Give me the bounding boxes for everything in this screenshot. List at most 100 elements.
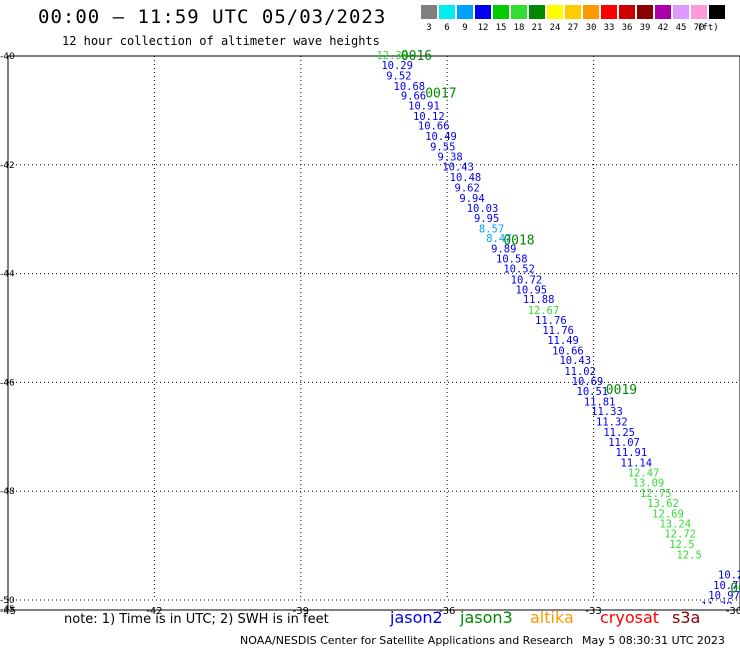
- legend-bin-label: 24: [549, 23, 561, 33]
- graticule: [8, 56, 740, 601]
- wave-height-label: 10.29: [381, 60, 413, 72]
- legend-swatch: [619, 5, 635, 19]
- lat-tick-label: -42: [0, 161, 15, 171]
- wave-height-label: 10.91: [408, 101, 440, 113]
- legend-bin-label: 3: [426, 23, 432, 33]
- wave-height-label: 10.2: [718, 569, 740, 581]
- axis-labels: -45 -42 -39 -36 -33 -30-40-42-44-46-48-50-45: [0, 52, 740, 617]
- pass-time-label: 0018: [503, 233, 534, 248]
- legend-bin-label: 36: [621, 23, 633, 33]
- legend-swatch: [691, 5, 707, 19]
- wave-height-label: 9.95: [474, 213, 499, 225]
- wave-height-label: 12.72: [664, 529, 696, 541]
- legend-swatch: [439, 5, 455, 19]
- satellite-jason3-label: jason3: [460, 608, 513, 627]
- legend-bin-label: 70: [693, 23, 705, 33]
- lat-tick-label: -44: [0, 270, 15, 280]
- map-subtitle: 12 hour collection of altimeter wave hei…: [62, 34, 380, 48]
- wave-height-label: 9.94: [459, 193, 484, 205]
- wave-height-label: 11.91: [616, 447, 648, 459]
- footer-credit: NOAA/NESDIS Center for Satellite Applica…: [240, 634, 574, 647]
- wave-height-label: 10.12: [413, 111, 445, 123]
- legend-swatch: [637, 5, 653, 19]
- wave-height-label: 10.72: [511, 275, 543, 287]
- wave-height-label: 13.62: [647, 498, 679, 510]
- wave-height-label: 10.43: [559, 355, 591, 367]
- wave-height-label: 12.39: [376, 50, 408, 62]
- lon-tick-label: -36: [439, 606, 455, 617]
- lon-tick-label: -42: [146, 606, 162, 617]
- wave-height-label: 11.14: [620, 457, 652, 469]
- wave-height-label: 9.52: [386, 71, 411, 83]
- legend-bin-label: 27: [567, 23, 579, 33]
- satellite-jason2-label: jason2: [390, 608, 443, 627]
- legend-bin-label: 45: [675, 23, 687, 33]
- wave-height-label: 11.88: [523, 294, 555, 306]
- wave-height-label: 11.25: [603, 427, 635, 439]
- lon-tick-label: -39: [293, 606, 309, 617]
- legend-swatch: [421, 5, 437, 19]
- wave-height-label: 10.49: [425, 131, 457, 143]
- legend-swatch: [673, 5, 689, 19]
- legend-bin-label: 12: [477, 23, 489, 33]
- lat-tick-label: -50: [0, 596, 15, 606]
- footer-timestamp: May 5 08:30:31 UTC 2023: [582, 634, 725, 647]
- wave-height-label: 11.76: [535, 315, 567, 327]
- wave-height-label: 11.07: [608, 437, 640, 449]
- wave-height-label: 10.68: [394, 81, 426, 93]
- legend-bin-label: 18: [513, 23, 525, 33]
- wave-height-label: 11.81: [584, 396, 616, 408]
- footer-note: note: 1) Time is in UTC; 2) SWH is in fe…: [64, 612, 329, 627]
- legend-swatch: [511, 5, 527, 19]
- wave-height-label: 12.5: [669, 539, 694, 551]
- lat-tick-label: -46: [0, 378, 15, 388]
- legend-bin-label: 39: [639, 23, 651, 33]
- legend-bin-label: 33: [603, 23, 615, 33]
- legend-swatch: [493, 5, 509, 19]
- pass-time-label: 0016: [401, 49, 432, 64]
- wave-height-label: 9.55: [430, 141, 455, 153]
- wave-height-label: 9.62: [455, 183, 480, 195]
- wave-height-label: 10.51: [577, 386, 609, 398]
- wave-height-label: 12.75: [640, 488, 672, 500]
- legend-swatch: [475, 5, 491, 19]
- wave-height-label: 13.09: [633, 477, 665, 489]
- lon-tick-label: -45: [0, 606, 16, 617]
- map-title: 00:00 – 11:59 UTC 05/03/2023: [38, 6, 387, 28]
- wave-height-label: 12.5: [677, 549, 702, 561]
- wave-height-label: 9.89: [491, 244, 516, 256]
- legend-swatch: [601, 5, 617, 19]
- wave-height-label: 12.47: [628, 468, 660, 480]
- satellite-altika-label: altika: [530, 608, 574, 627]
- lon-tick-label: -33: [585, 606, 601, 617]
- wave-height-label: 8.47: [486, 233, 511, 245]
- wave-height-label: 12.67: [528, 305, 560, 317]
- legend-swatch: [457, 5, 473, 19]
- wave-height-label: 10.03: [467, 203, 499, 215]
- wave-height-label: 11.49: [547, 335, 579, 347]
- lat-tick-label: -40: [0, 52, 15, 62]
- corner-lon-label: -45: [0, 605, 15, 615]
- wave-height-label: 10.66: [418, 121, 450, 133]
- wave-height-label: 10.52: [503, 264, 535, 276]
- wave-height-label: 11.78: [701, 600, 733, 612]
- wave-height-label: 10.43: [442, 161, 474, 173]
- wave-height-label: 13.24: [659, 518, 691, 530]
- wave-height-label: 11.32: [596, 417, 628, 429]
- legend-bin-label: 42: [657, 23, 669, 33]
- lon-tick-label: -30: [726, 606, 740, 617]
- wave-height-label: 10.58: [496, 253, 528, 265]
- pass-time-label: 0020: [730, 581, 740, 596]
- pass-time-label: 0017: [425, 86, 456, 101]
- legend-bin-label: 30: [585, 23, 597, 33]
- wave-height-label: 10.7: [713, 580, 738, 592]
- lat-tick-label: -48: [0, 487, 15, 497]
- wave-height-label: 10.66: [552, 345, 584, 357]
- wave-height-label: 12.69: [652, 509, 684, 521]
- legend-swatch: [583, 5, 599, 19]
- legend-bin-label: 9: [462, 23, 468, 33]
- legend-swatch: [547, 5, 563, 19]
- legend-bin-label: 21: [531, 23, 543, 33]
- legend-bin-label: 15: [495, 23, 507, 33]
